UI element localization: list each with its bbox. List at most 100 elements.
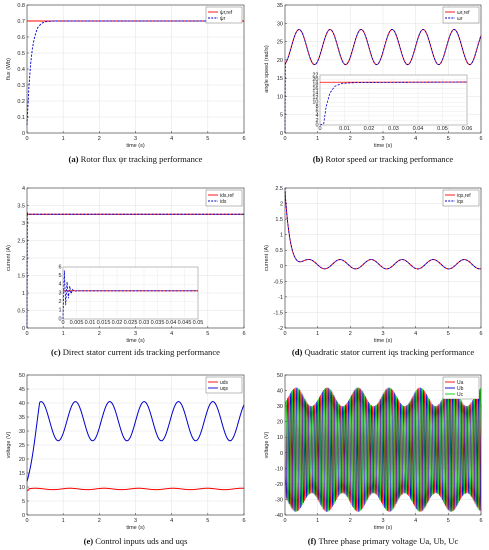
x-tick-label: 0 <box>283 136 286 142</box>
x-tick-label: 6 <box>479 331 482 337</box>
inset-x-tick-label: 0.015 <box>97 320 111 326</box>
y-tick-label: 2 <box>22 256 25 262</box>
x-tick-label: 2 <box>98 331 101 337</box>
caption-text: Direct stator current ids tracking perfo… <box>63 347 220 357</box>
caption-text: Control inputs uds and uqs <box>95 536 188 546</box>
x-tick-label: 1 <box>316 518 319 524</box>
axes-frame <box>284 187 482 329</box>
inset-y-tick-label: 10 <box>312 100 318 106</box>
y-tick-label: 50 <box>19 373 25 379</box>
x-tick-label: 4 <box>414 331 417 337</box>
x-tick-label: 4 <box>414 136 417 142</box>
y-tick-label: -20 <box>275 482 283 488</box>
caption-a: (a) Rotor flux ψr tracking performance <box>69 154 203 164</box>
y-tick-label: 10 <box>277 94 283 100</box>
x-tick-label: 0 <box>283 331 286 337</box>
legend-entry: ψr <box>220 16 226 22</box>
y-tick-label: 0.2 <box>17 99 25 105</box>
inset-y-tick-label: 2 <box>58 299 61 305</box>
x-tick-label: 1 <box>62 136 65 142</box>
x-tick-label: 2 <box>349 136 352 142</box>
y-tick-label: -1 <box>278 295 283 301</box>
x-tick-label: 2 <box>98 136 101 142</box>
y-tick-label: 20 <box>19 457 25 463</box>
chart-d: 0 1 2 3 4 5 6 -2 -1.5 -1 -0.5 0 0.5 1 1.5 2 2.5 time (s) c… <box>264 186 483 344</box>
legend-box <box>442 376 480 400</box>
y-tick-label: 30 <box>277 404 283 410</box>
y-tick-label: 0.7 <box>17 19 25 25</box>
legend-box <box>442 6 480 24</box>
y-tick-label: 0.8 <box>17 3 25 9</box>
y-axis-label: voltage (V) <box>6 432 12 459</box>
y-tick-label: 2.5 <box>275 186 283 192</box>
inset-y-tick-label: 0 <box>315 122 318 128</box>
y-tick-label: -10 <box>275 466 283 472</box>
x-tick-label: 3 <box>134 518 137 524</box>
axes-frame <box>26 374 245 516</box>
caption-tag: (f) <box>308 536 319 546</box>
inset-x-tick-label: 0 <box>318 126 321 132</box>
x-tick-label: 3 <box>134 331 137 337</box>
y-tick-label: 0 <box>22 513 25 519</box>
y-tick-label: 1 <box>280 233 283 239</box>
caption-b: (b) Rotor speed ωr tracking performance <box>313 154 454 164</box>
inset-y-tick-label: 4 <box>315 113 318 119</box>
x-axis-label: time (s) <box>374 338 393 344</box>
y-tick-label: 25 <box>19 443 25 449</box>
legend-entry: ids,ref <box>220 193 234 199</box>
x-tick-label: 6 <box>242 136 245 142</box>
caption-text: Quadratic stator current iqs tracking pe… <box>305 347 475 357</box>
inset-y-tick-label: 0 <box>58 316 61 322</box>
x-tick-label: 6 <box>242 518 245 524</box>
y-tick-label: -40 <box>275 513 283 519</box>
y-tick-label: 30 <box>19 429 25 435</box>
y-tick-label: 45 <box>19 387 25 393</box>
y-tick-label: 0.5 <box>17 309 25 315</box>
chart-a: 0 1 2 3 4 5 6 0 0.1 0.2 0.3 0.4 0.5 0.6 0.7 0.8 time (s)… <box>6 3 246 149</box>
x-tick-label: 4 <box>170 331 173 337</box>
y-tick-label: 10 <box>19 485 25 491</box>
caption-d: (d) Quadratic stator current iqs trackin… <box>292 347 474 357</box>
inset-y-tick-label: 22 <box>312 72 318 78</box>
caption-tag: (e) <box>84 536 96 546</box>
y-tick-label: 0.6 <box>17 35 25 41</box>
inset-x-tick-label: 0.02 <box>112 320 123 326</box>
y-tick-label: 0 <box>22 326 25 332</box>
inset-y-tick-label: 3 <box>58 290 61 296</box>
x-tick-label: 4 <box>170 136 173 142</box>
y-tick-label: 3.5 <box>17 204 25 210</box>
y-tick-label: -30 <box>275 497 283 503</box>
inset-x-tick-label: 0.04 <box>413 126 424 132</box>
y-tick-label: 1 <box>22 291 25 297</box>
legend-entry: iqs <box>457 199 464 205</box>
y-axis-label: current (A) <box>6 245 12 271</box>
x-tick-label: 2 <box>349 331 352 337</box>
x-tick-label: 5 <box>447 331 450 337</box>
inset-x-tick-label: 0.05 <box>193 320 204 326</box>
y-tick-label: 0 <box>280 451 283 457</box>
y-tick-label: 3 <box>22 221 25 227</box>
legend-entry: Ub <box>457 386 464 392</box>
inset-y-tick-label: 6 <box>315 109 318 115</box>
inset-c: 0 0.005 0.01 0.015 0.02 0.025 0.03 0.035 0.04 0.0… <box>58 264 203 326</box>
inset-x-tick-label: 0.03 <box>388 126 399 132</box>
y-tick-label: 0 <box>280 131 283 137</box>
x-tick-label: 3 <box>381 518 384 524</box>
inset-y-tick-label: 16 <box>312 86 318 92</box>
series-line <box>284 29 482 134</box>
legend-entry: ids <box>220 199 227 205</box>
x-tick-label: 4 <box>170 518 173 524</box>
legend-box <box>205 6 243 24</box>
inset-y-tick-label: 12 <box>312 95 318 101</box>
series-line <box>26 487 245 491</box>
y-tick-label: -1.5 <box>274 310 283 316</box>
y-tick-label: 0.3 <box>17 83 25 89</box>
inset-x-tick-label: 0.035 <box>151 320 165 326</box>
y-tick-label: 35 <box>277 3 283 9</box>
x-tick-label: 3 <box>134 136 137 142</box>
inset-y-tick-label: 6 <box>58 264 61 270</box>
caption-tag: (a) <box>69 154 81 164</box>
caption-text: Rotor flux ψr tracking performance <box>81 154 203 164</box>
x-tick-label: 1 <box>62 518 65 524</box>
